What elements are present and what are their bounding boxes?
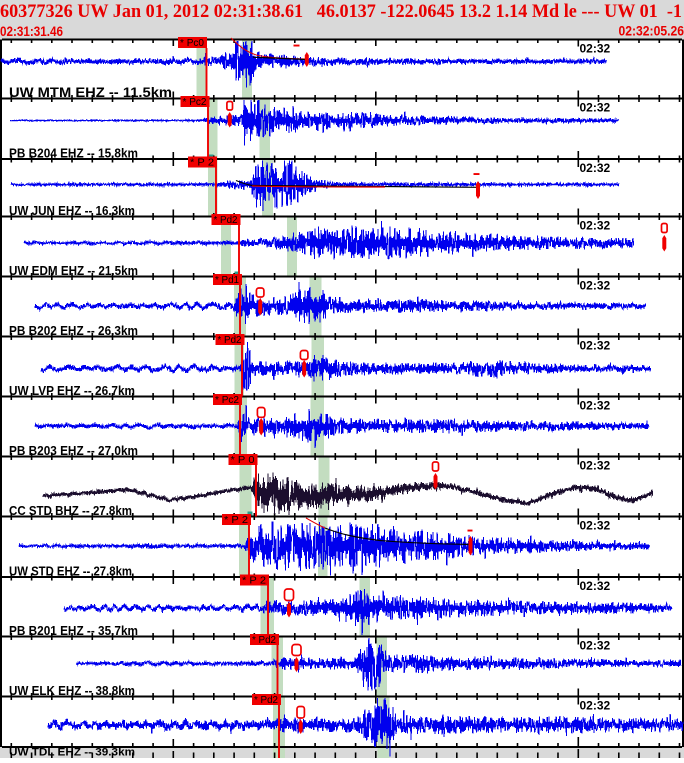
svg-text:02:32: 02:32: [580, 699, 611, 713]
svg-text:UW MTM EHZ -- 11.5km: UW MTM EHZ -- 11.5km: [9, 85, 172, 100]
svg-text:* Pd2: * Pd2: [214, 215, 238, 226]
svg-text:* P 0: * P 0: [231, 455, 255, 466]
svg-text:UW ELK EHZ -- 38.8km: UW ELK EHZ -- 38.8km: [9, 683, 135, 698]
svg-text:02:32: 02:32: [580, 161, 611, 175]
svg-text:02:32: 02:32: [580, 219, 611, 233]
svg-text:* Pc0: * Pc0: [180, 38, 204, 49]
svg-text:02:32:05.26: 02:32:05.26: [619, 23, 684, 39]
svg-text:* Pd2: * Pd2: [252, 635, 276, 646]
svg-text:* Pc2: * Pc2: [183, 97, 207, 108]
svg-text:* Pd1: * Pd1: [215, 275, 239, 286]
svg-text:PB B204 EHZ -- 15.8km: PB B204 EHZ -- 15.8km: [9, 146, 138, 161]
svg-text:PB B201 EHZ -- 35.7km: PB B201 EHZ -- 35.7km: [9, 623, 138, 638]
svg-text:* P 2: * P 2: [224, 515, 248, 526]
svg-text:02:32: 02:32: [580, 639, 611, 653]
svg-text:02:32: 02:32: [580, 459, 611, 473]
svg-text:02:32: 02:32: [580, 579, 611, 593]
svg-text:02:32: 02:32: [580, 519, 611, 533]
svg-text:UW LVP EHZ -- 26.7km: UW LVP EHZ -- 26.7km: [9, 383, 135, 398]
svg-text:UW TDL EHZ -- 39.3km: UW TDL EHZ -- 39.3km: [9, 747, 135, 759]
svg-text:UW JUN EHZ -- 16.3km: UW JUN EHZ -- 16.3km: [9, 203, 135, 218]
svg-text:UW EDM EHZ -- 21.5km: UW EDM EHZ -- 21.5km: [9, 263, 138, 278]
svg-text:* Pc2: * Pc2: [215, 395, 239, 406]
svg-text:02:32: 02:32: [580, 339, 611, 353]
svg-text:CC STD BHZ -- 27.8km: CC STD BHZ -- 27.8km: [9, 503, 132, 518]
svg-text:02:32: 02:32: [580, 399, 611, 413]
svg-text:02:32: 02:32: [580, 42, 611, 56]
svg-text:UW STD EHZ -- 27.8km: UW STD EHZ -- 27.8km: [9, 564, 132, 579]
svg-text:* P 2: * P 2: [242, 576, 266, 587]
svg-text:PB B202 EHZ -- 26.3km: PB B202 EHZ -- 26.3km: [9, 323, 138, 338]
svg-text:60377326 UW Jan 01, 2012 02:31: 60377326 UW Jan 01, 2012 02:31:38.61 46.…: [0, 1, 682, 22]
svg-text:* Pd2: * Pd2: [254, 695, 278, 706]
svg-text:02:32: 02:32: [580, 279, 611, 293]
svg-text:02:31:31.46: 02:31:31.46: [0, 23, 63, 39]
svg-text:* P 2: * P 2: [190, 158, 214, 169]
svg-text:PB B203 EHZ -- 27.0km: PB B203 EHZ -- 27.0km: [9, 443, 138, 458]
svg-text:02:32: 02:32: [580, 101, 611, 115]
svg-text:* Pd2: * Pd2: [218, 335, 242, 346]
